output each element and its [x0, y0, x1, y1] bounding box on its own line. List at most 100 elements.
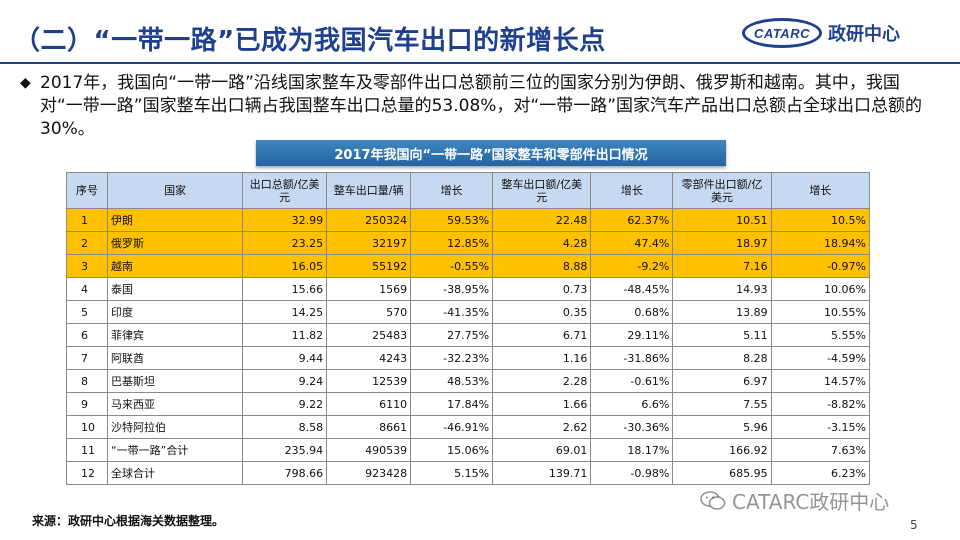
value-cell: 18.97: [672, 231, 772, 255]
row-index-cell: 9: [66, 392, 108, 416]
value-cell: 0.35: [492, 300, 592, 324]
row-index-cell: 12: [66, 461, 108, 485]
value-cell: 1569: [326, 277, 412, 301]
header-cell: 零部件出口额/亿美元: [672, 172, 772, 209]
value-cell: -0.97%: [770, 254, 871, 278]
table-row: 11 “一带一路”合计 235.94 490539 15.06% 69.01 18.17% 1…: [66, 438, 871, 462]
value-cell: 7.63%: [770, 438, 871, 462]
value-cell: 139.71: [492, 461, 592, 485]
value-cell: 14.93: [672, 277, 772, 301]
value-cell: 5.11: [672, 323, 772, 347]
value-cell: 490539: [326, 438, 412, 462]
wechat-icon: [700, 490, 726, 510]
value-cell: -0.98%: [590, 461, 674, 485]
header-cell: 增长: [410, 172, 494, 209]
row-index-cell: 8: [66, 369, 108, 393]
value-cell: -0.61%: [590, 369, 674, 393]
country-cell: 阿联酋: [106, 346, 244, 370]
value-cell: 11.82: [242, 323, 328, 347]
value-cell: 8.58: [242, 415, 328, 439]
value-cell: 55192: [326, 254, 412, 278]
slide-title: （二）“一带一路”已成为我国汽车出口的新增长点: [14, 26, 606, 56]
row-index-cell: 1: [66, 208, 108, 232]
table-row: 5 印度 14.25 570 -41.35% 0.35 0.68% 13.89 10.55%: [66, 300, 871, 324]
watermark: CATARC政研中心: [700, 486, 889, 515]
table-row: 7 阿联酋 9.44 4243 -32.23% 1.16 -31.86% 8.28 -4.59%: [66, 346, 871, 370]
value-cell: 12.85%: [410, 231, 494, 255]
country-cell: 越南: [106, 254, 244, 278]
table-row: 2 俄罗斯 23.25 32197 12.85% 4.28 47.4% 18.97 18.94%: [66, 231, 871, 255]
logo: CATARC 政研中心: [742, 18, 900, 48]
row-index-cell: 7: [66, 346, 108, 370]
value-cell: 0.73: [492, 277, 592, 301]
country-cell: 沙特阿拉伯: [106, 415, 244, 439]
value-cell: 2.62: [492, 415, 592, 439]
value-cell: 27.75%: [410, 323, 494, 347]
source-footnote: 来源：政研中心根据海关数据整理。: [32, 514, 225, 528]
value-cell: 29.11%: [590, 323, 674, 347]
value-cell: -9.2%: [590, 254, 674, 278]
title-rule: [0, 62, 960, 64]
table-row: 6 菲律宾 11.82 25483 27.75% 6.71 29.11% 5.11 5.55%: [66, 323, 871, 347]
header-cell: 增长: [590, 172, 674, 209]
country-cell: 马来西亚: [106, 392, 244, 416]
country-cell: 俄罗斯: [106, 231, 244, 255]
value-cell: -3.15%: [770, 415, 871, 439]
row-index-cell: 6: [66, 323, 108, 347]
country-cell: 泰国: [106, 277, 244, 301]
value-cell: 250324: [326, 208, 412, 232]
table-row: 4 泰国 15.66 1569 -38.95% 0.73 -48.45% 14.93 10.06…: [66, 277, 871, 301]
value-cell: 7.55: [672, 392, 772, 416]
row-index-cell: 3: [66, 254, 108, 278]
value-cell: 4.28: [492, 231, 592, 255]
value-cell: 48.53%: [410, 369, 494, 393]
value-cell: 17.84%: [410, 392, 494, 416]
value-cell: 6.71: [492, 323, 592, 347]
value-cell: 6.6%: [590, 392, 674, 416]
row-index-cell: 10: [66, 415, 108, 439]
table-header-row: 序号 国家 出口总额/亿美元 整车出口量/辆 增长 整车出口额/亿美元 增长 零…: [66, 172, 871, 209]
value-cell: 14.25: [242, 300, 328, 324]
value-cell: -31.86%: [590, 346, 674, 370]
country-cell: 菲律宾: [106, 323, 244, 347]
row-index-cell: 5: [66, 300, 108, 324]
value-cell: 18.94%: [770, 231, 871, 255]
value-cell: -4.59%: [770, 346, 871, 370]
country-cell: 印度: [106, 300, 244, 324]
value-cell: -46.91%: [410, 415, 494, 439]
table-row: 1 伊朗 32.99 250324 59.53% 22.48 62.37% 10.51 10.5…: [66, 208, 871, 232]
export-table: 序号 国家 出口总额/亿美元 整车出口量/辆 增长 整车出口额/亿美元 增长 零…: [66, 172, 871, 485]
table-body: 1 伊朗 32.99 250324 59.53% 22.48 62.37% 10.51 10.5…: [66, 208, 871, 485]
value-cell: 8.88: [492, 254, 592, 278]
value-cell: 798.66: [242, 461, 328, 485]
header-cell: 国家: [106, 172, 244, 209]
header-cell: 增长: [770, 172, 871, 209]
table-row: 12 全球合计 798.66 923428 5.15% 139.71 -0.98% 685.9…: [66, 461, 871, 485]
value-cell: -32.23%: [410, 346, 494, 370]
page-number: 5: [910, 518, 918, 532]
value-cell: 10.55%: [770, 300, 871, 324]
value-cell: 9.22: [242, 392, 328, 416]
value-cell: 235.94: [242, 438, 328, 462]
value-cell: 6.97: [672, 369, 772, 393]
bullet-paragraph: ◆ 2017年，我国向“一带一路”沿线国家整车及零部件出口总额前三位的国家分别为…: [20, 72, 930, 141]
value-cell: 13.89: [672, 300, 772, 324]
value-cell: 62.37%: [590, 208, 674, 232]
value-cell: 14.57%: [770, 369, 871, 393]
value-cell: 9.44: [242, 346, 328, 370]
value-cell: 15.06%: [410, 438, 494, 462]
value-cell: 5.15%: [410, 461, 494, 485]
diamond-bullet-icon: ◆: [20, 75, 31, 91]
value-cell: 9.24: [242, 369, 328, 393]
value-cell: 6.23%: [770, 461, 871, 485]
value-cell: 18.17%: [590, 438, 674, 462]
value-cell: 10.5%: [770, 208, 871, 232]
row-index-cell: 11: [66, 438, 108, 462]
value-cell: 59.53%: [410, 208, 494, 232]
value-cell: -48.45%: [590, 277, 674, 301]
watermark-text: CATARC政研中心: [732, 490, 890, 514]
country-cell: 巴基斯坦: [106, 369, 244, 393]
value-cell: 6110: [326, 392, 412, 416]
value-cell: 12539: [326, 369, 412, 393]
value-cell: 166.92: [672, 438, 772, 462]
